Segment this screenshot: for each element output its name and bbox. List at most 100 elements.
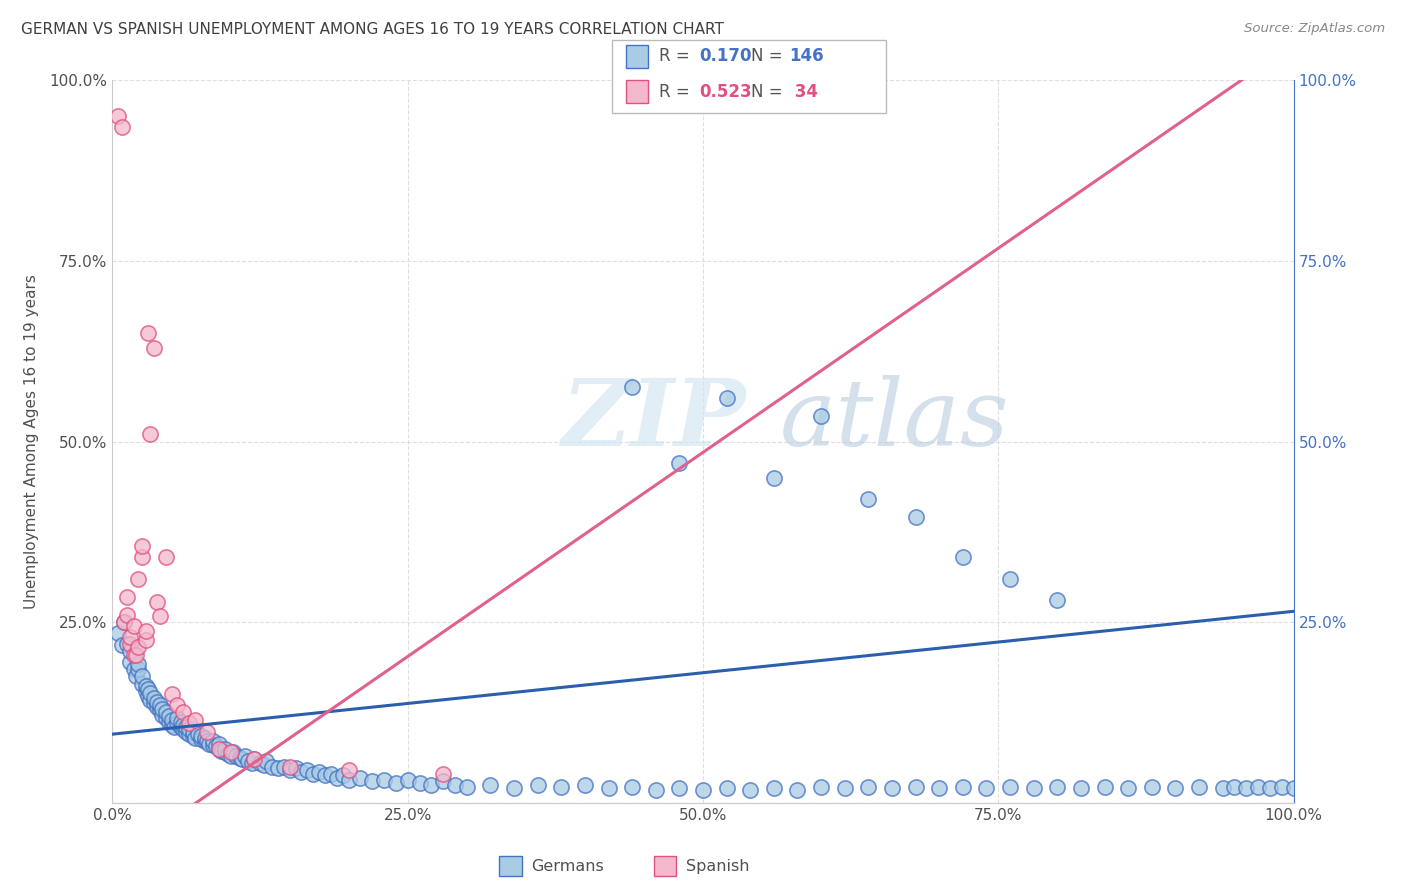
Point <box>249 756 271 770</box>
Point <box>1022 781 1045 796</box>
Point <box>302 767 325 781</box>
Point <box>136 689 159 703</box>
Point <box>243 752 266 766</box>
Point <box>190 729 212 743</box>
Text: R =: R = <box>659 47 696 65</box>
Point <box>115 607 138 622</box>
Point <box>135 624 157 638</box>
Point <box>810 780 832 794</box>
Point <box>198 737 221 751</box>
Point <box>149 703 172 717</box>
Point <box>260 760 283 774</box>
Point <box>131 539 153 553</box>
Point <box>181 729 204 743</box>
Point <box>420 778 443 792</box>
Point <box>174 720 197 734</box>
Point <box>253 758 276 772</box>
Point <box>231 752 253 766</box>
Point <box>146 695 169 709</box>
Point <box>278 760 301 774</box>
Point <box>208 741 231 756</box>
Point <box>209 744 232 758</box>
Text: Source: ZipAtlas.com: Source: ZipAtlas.com <box>1244 22 1385 36</box>
Point <box>174 725 197 739</box>
Point <box>201 738 224 752</box>
Point <box>1234 781 1257 796</box>
Point <box>112 615 135 630</box>
Point <box>976 781 998 796</box>
Point <box>240 756 263 770</box>
Point <box>1140 780 1163 794</box>
Point <box>1046 593 1069 607</box>
Point <box>172 718 194 732</box>
Text: 146: 146 <box>789 47 824 65</box>
Point <box>142 691 165 706</box>
Point <box>170 714 193 729</box>
Point <box>998 780 1021 794</box>
Point <box>150 707 173 722</box>
Text: ZIP: ZIP <box>561 375 745 465</box>
Point <box>214 745 236 759</box>
Point <box>120 630 142 644</box>
Point <box>160 718 183 732</box>
Point <box>194 731 217 745</box>
Point <box>179 722 201 736</box>
Point <box>150 702 173 716</box>
Point <box>432 767 454 781</box>
Point <box>952 550 974 565</box>
Point <box>1188 780 1211 794</box>
Text: 34: 34 <box>789 83 818 101</box>
Point <box>125 669 148 683</box>
Point <box>337 772 360 787</box>
Point <box>111 120 134 135</box>
Point <box>127 662 149 676</box>
Point <box>716 391 738 405</box>
Point <box>904 510 927 524</box>
Point <box>396 772 419 787</box>
Point <box>131 676 153 690</box>
Point <box>219 745 242 759</box>
Point <box>1212 781 1234 796</box>
Point <box>179 727 201 741</box>
Point <box>160 713 183 727</box>
Point <box>904 780 927 794</box>
Point <box>880 781 903 796</box>
Point <box>120 637 142 651</box>
Point <box>1164 781 1187 796</box>
Point <box>526 778 548 792</box>
Point <box>349 771 371 785</box>
Point <box>432 774 454 789</box>
Point <box>550 780 572 794</box>
Point <box>273 760 295 774</box>
Point <box>858 492 880 507</box>
Point <box>621 380 644 394</box>
Point <box>184 731 207 745</box>
Point <box>131 550 153 565</box>
Point <box>139 693 162 707</box>
Text: atlas: atlas <box>780 375 1010 465</box>
Point <box>319 767 342 781</box>
Point <box>786 782 808 797</box>
Point <box>115 637 138 651</box>
Point <box>243 752 266 766</box>
Point <box>834 781 856 796</box>
Point <box>190 732 212 747</box>
Point <box>195 734 218 748</box>
Point <box>385 775 408 789</box>
Point <box>408 775 430 789</box>
Point <box>644 782 666 797</box>
Point <box>122 662 145 676</box>
Point <box>373 772 395 787</box>
Point <box>111 638 134 652</box>
Point <box>172 706 194 720</box>
Point <box>122 619 145 633</box>
Point <box>858 780 880 794</box>
Point <box>278 764 301 778</box>
Point <box>716 781 738 796</box>
Point <box>135 633 157 648</box>
Point <box>139 427 162 442</box>
Point <box>208 741 231 756</box>
Point <box>155 710 177 724</box>
Point <box>290 765 312 780</box>
Point <box>308 765 330 780</box>
